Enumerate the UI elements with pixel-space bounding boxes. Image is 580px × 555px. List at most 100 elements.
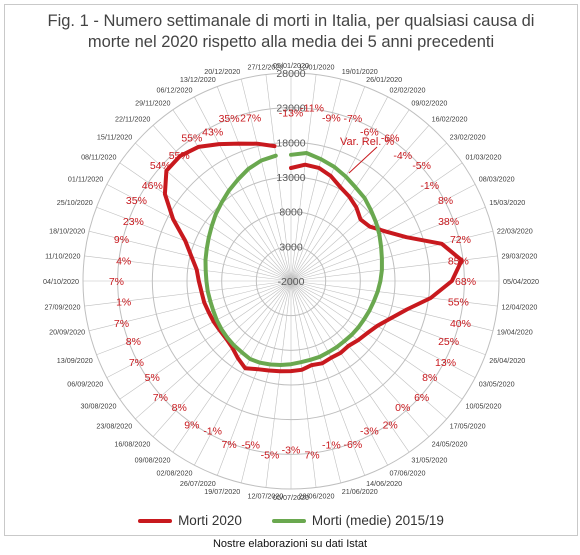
variazione-pct-label: 8% (126, 336, 141, 348)
category-label: 19/01/2020 (342, 67, 378, 76)
variazione-pct-label: 27% (240, 112, 261, 124)
category-label: 29/03/2020 (501, 251, 537, 260)
category-label: 23/08/2020 (96, 422, 132, 431)
category-label: 17/05/2020 (450, 422, 486, 431)
variazione-pct-label: 8% (438, 195, 453, 207)
variazione-pct-label: 4% (116, 256, 131, 268)
legend-item-morti-medie: Morti (medie) 2015/19 (271, 513, 444, 528)
variazione-pct-label: 7% (304, 449, 319, 461)
variazione-pct-label: -4% (393, 150, 412, 162)
variazione-pct-label: 6% (414, 392, 429, 404)
category-label: 22/03/2020 (497, 226, 533, 235)
chart-title-line-1: Fig. 1 - Numero settimanale di morti in … (47, 12, 535, 30)
category-label: 05/01/2020 (273, 61, 309, 70)
variazione-annotation-label: Var. Rel. % (340, 136, 394, 148)
source-note: Nostre elaborazioni su dati Istat (212, 538, 368, 550)
radial-tick-label: -2000 (278, 276, 305, 288)
variazione-pct-label: -1% (203, 425, 222, 437)
variazione-pct-label: 85% (448, 256, 469, 268)
variazione-pct-label: 46% (142, 180, 163, 192)
category-label: 09/02/2020 (411, 99, 447, 108)
grid-ring (221, 211, 361, 351)
variazione-pct-label: 7% (153, 392, 168, 404)
variazione-pct-label: 54% (150, 160, 171, 172)
series-line-morti-medie (203, 151, 384, 367)
variazione-pct-label: 7% (109, 276, 124, 288)
chart-legend: Morti 2020 Morti (medie) 2015/19 (5, 513, 577, 528)
variazione-pct-label: 55% (181, 132, 202, 144)
variazione-pct-label: 43% (202, 127, 223, 139)
category-label: 05/04/2020 (503, 277, 539, 286)
category-label: 04/10/2020 (43, 277, 79, 286)
category-label: 22/11/2020 (115, 114, 150, 123)
grid-ring (255, 245, 327, 317)
radial-tick-label: 3000 (279, 241, 303, 253)
category-label: 11/10/2020 (45, 251, 80, 260)
category-label: 01/03/2020 (465, 153, 501, 162)
category-label: 26/07/2020 (180, 479, 216, 488)
variazione-pct-label: 13% (435, 357, 456, 369)
category-label: 30/08/2020 (81, 401, 117, 410)
variazione-pct-label: 7% (129, 357, 144, 369)
variazione-pct-label: -5% (241, 440, 260, 452)
category-label: 24/05/2020 (432, 440, 468, 449)
chart-title: Fig. 1 - Numero settimanale di morti in … (5, 11, 577, 53)
radial-tick-label: 28000 (276, 68, 305, 80)
variazione-pct-label: 55% (448, 296, 469, 308)
grid-ring (186, 176, 396, 386)
variazione-pct-label: 72% (450, 234, 471, 246)
category-label: 02/02/2020 (390, 85, 426, 94)
variazione-pct-label: -5% (412, 160, 431, 172)
category-label: 26/01/2020 (366, 75, 402, 84)
figure-frame: Fig. 1 - Numero settimanale di morti in … (4, 4, 578, 536)
variazione-pct-label: -5% (261, 449, 280, 461)
category-label: 26/04/2020 (489, 356, 525, 365)
variazione-pct-label: 7% (222, 439, 237, 451)
category-label: 02/08/2020 (156, 469, 192, 478)
variazione-pct-label: 40% (450, 318, 471, 330)
variazione-pct-label: 23% (123, 216, 144, 228)
variazione-pct-label: -6% (344, 439, 363, 451)
variazione-pct-label: 68% (455, 276, 476, 288)
legend-swatch-morti-2020 (138, 518, 173, 523)
variazione-pct-label: -7% (344, 113, 363, 125)
category-label: 18/10/2020 (49, 226, 85, 235)
variazione-pct-label: -1% (322, 440, 341, 452)
category-label: 06/09/2020 (67, 380, 103, 389)
category-label: 20/12/2020 (204, 67, 240, 76)
variazione-pct-label: -3% (282, 445, 301, 457)
category-label: 12/01/2020 (299, 63, 335, 72)
variazione-annotation-leader (348, 146, 378, 174)
category-label: 13/09/2020 (57, 356, 93, 365)
variazione-pct-label: 35% (219, 113, 240, 125)
category-label: 21/06/2020 (342, 487, 378, 496)
category-label: 19/04/2020 (497, 328, 533, 337)
radial-tick-label: 18000 (276, 137, 305, 149)
variazione-pct-label: 8% (422, 372, 437, 384)
variazione-pct-label: 1% (116, 296, 131, 308)
variazione-pct-label: 2% (383, 420, 398, 432)
legend-label-morti-2020: Morti 2020 (178, 513, 242, 528)
variazione-pct-label: -6% (381, 132, 400, 144)
radial-tick-label: 8000 (279, 207, 303, 219)
variazione-pct-label: 38% (438, 216, 459, 228)
legend-item-morti-2020: Morti 2020 (138, 513, 242, 528)
category-label: 15/03/2020 (489, 198, 525, 207)
grid-ring (82, 72, 500, 490)
category-label: 16/02/2020 (432, 114, 468, 123)
variazione-pct-label: -1% (420, 180, 439, 192)
category-label: 07/06/2020 (390, 469, 426, 478)
variazione-pct-label: -11% (300, 103, 324, 115)
category-label: 09/08/2020 (135, 455, 171, 464)
category-label: 15/11/2020 (97, 132, 132, 141)
variazione-pct-label: 25% (438, 336, 459, 348)
variazione-pct-label: 7% (114, 318, 129, 330)
category-label: 13/12/2020 (180, 75, 216, 84)
category-label: 31/05/2020 (411, 455, 447, 464)
variazione-pct-label: 5% (145, 372, 160, 384)
category-label: 25/10/2020 (57, 198, 93, 207)
radial-tick-label: 13000 (276, 172, 305, 184)
legend-swatch-morti-medie (271, 518, 306, 523)
category-label: 14/06/2020 (366, 479, 402, 488)
category-label: 12/07/2020 (247, 491, 283, 500)
